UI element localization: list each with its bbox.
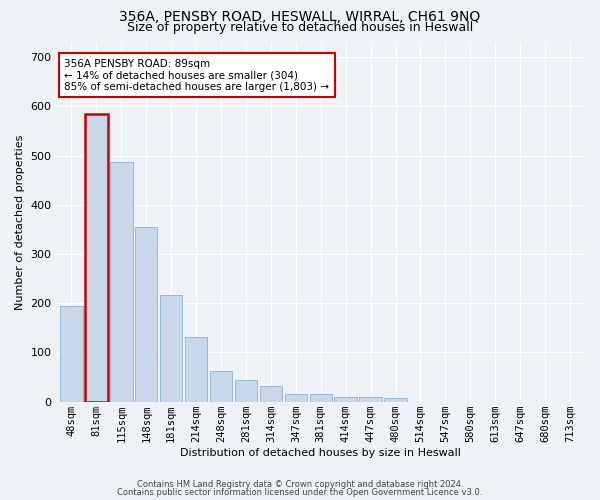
Text: 356A PENSBY ROAD: 89sqm
← 14% of detached houses are smaller (304)
85% of semi-d: 356A PENSBY ROAD: 89sqm ← 14% of detache… <box>64 58 329 92</box>
Bar <box>359 396 382 402</box>
Bar <box>210 370 232 402</box>
Bar <box>60 306 83 402</box>
Bar <box>310 394 332 402</box>
Bar <box>185 336 208 402</box>
Bar <box>160 295 182 402</box>
Bar <box>110 162 133 402</box>
Bar <box>260 386 282 402</box>
Bar <box>135 227 157 402</box>
Y-axis label: Number of detached properties: Number of detached properties <box>15 134 25 310</box>
Bar <box>284 394 307 402</box>
Bar <box>385 398 407 402</box>
Text: Contains public sector information licensed under the Open Government Licence v3: Contains public sector information licen… <box>118 488 482 497</box>
X-axis label: Distribution of detached houses by size in Heswall: Distribution of detached houses by size … <box>181 448 461 458</box>
Text: Size of property relative to detached houses in Heswall: Size of property relative to detached ho… <box>127 21 473 34</box>
Text: Contains HM Land Registry data © Crown copyright and database right 2024.: Contains HM Land Registry data © Crown c… <box>137 480 463 489</box>
Text: 356A, PENSBY ROAD, HESWALL, WIRRAL, CH61 9NQ: 356A, PENSBY ROAD, HESWALL, WIRRAL, CH61… <box>119 10 481 24</box>
Bar <box>235 380 257 402</box>
Bar <box>85 114 107 402</box>
Bar <box>334 397 357 402</box>
